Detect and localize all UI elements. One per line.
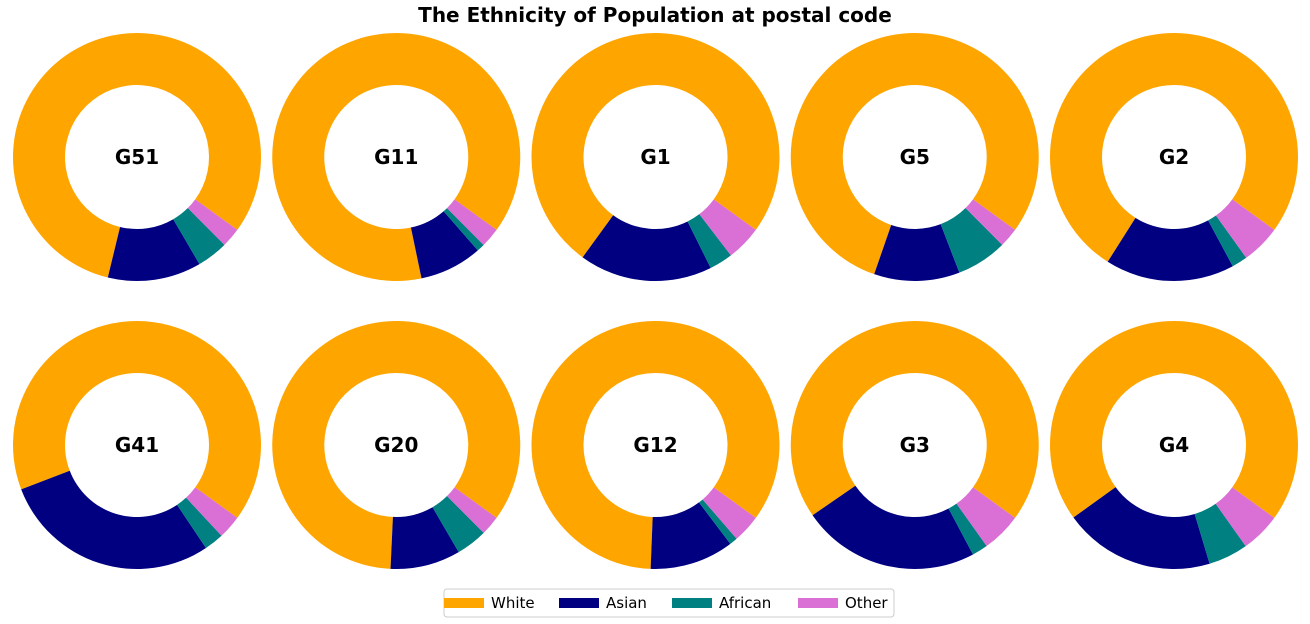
- donut-center-label: G20: [374, 433, 418, 457]
- donut-slice-G2-african: [1208, 215, 1247, 267]
- donut-slice-G2-other: [1215, 199, 1275, 258]
- legend-label-white: White: [491, 594, 535, 612]
- donut-slice-G51-white: [12, 32, 261, 278]
- donut-slice-G20-white: [272, 320, 521, 569]
- legend-swatch-african: [672, 598, 712, 608]
- donut-slice-G41-african: [177, 497, 222, 549]
- donut-slice-G1-asian: [582, 215, 711, 281]
- donut-slice-G5-asian: [874, 224, 960, 281]
- donut-slice-G2-asian: [1107, 217, 1233, 281]
- donut-slice-G12-asian: [650, 502, 731, 569]
- donut-slice-G20-asian: [390, 507, 459, 569]
- donut-slice-G1-white: [531, 32, 780, 258]
- donut-slice-G1-other: [699, 199, 756, 256]
- donut-slice-G4-asian: [1073, 487, 1210, 570]
- donut-slice-G41-asian: [21, 470, 206, 569]
- legend-label-other: Other: [845, 594, 888, 612]
- donut-slice-G11-asian: [410, 211, 478, 279]
- chart-title: The Ethnicity of Population at postal co…: [418, 3, 892, 27]
- donut-slice-G1-african: [687, 214, 731, 269]
- donut-slice-G3-asian: [812, 485, 974, 569]
- donut-center-label: G41: [115, 433, 159, 457]
- donut-slice-G12-african: [698, 499, 737, 544]
- donut-center-label: G2: [1159, 145, 1189, 169]
- donut-slice-G41-other: [186, 487, 238, 536]
- donut-charts: G51 G11 G1 G5 G2 G41 G20 G12 G3 G4: [12, 32, 1299, 570]
- donut-slice-G3-white: [790, 321, 1039, 518]
- donut-slice-G3-african: [948, 503, 987, 555]
- donut-center-label: G4: [1159, 433, 1189, 457]
- donut-slice-G11-white: [272, 32, 521, 281]
- donut-center-label: G1: [640, 145, 670, 169]
- donut-center-label: G51: [115, 145, 159, 169]
- donut-slice-G4-african: [1194, 503, 1246, 564]
- donut-center-label: G3: [900, 433, 930, 457]
- donut-slice-G5-african: [940, 208, 1003, 273]
- donut-slice-G20-other: [447, 487, 497, 533]
- donut-center-label: G11: [374, 145, 418, 169]
- legend-swatch-other: [798, 598, 838, 608]
- legend: White Asian African Other: [443, 588, 895, 618]
- legend-label-african: African: [719, 594, 771, 612]
- donut-slice-G4-white: [1050, 321, 1299, 518]
- donut-slice-G4-other: [1215, 487, 1275, 547]
- donut-slice-G51-african: [173, 208, 225, 265]
- donut-slice-G5-white: [790, 33, 1039, 275]
- donut-slice-G2-white: [1050, 33, 1298, 262]
- donut-slice-G41-white: [12, 320, 262, 518]
- donut-center-label: G5: [900, 145, 930, 169]
- donut-slice-G20-african: [432, 496, 484, 553]
- legend-swatch-white: [444, 598, 484, 608]
- donut-slice-G12-other: [702, 487, 756, 539]
- legend-label-asian: Asian: [606, 594, 647, 612]
- legend-swatch-asian: [559, 598, 599, 608]
- donut-slice-G11-african: [443, 208, 484, 251]
- donut-slice-G51-asian: [107, 219, 200, 281]
- donut-center-label: G12: [633, 433, 677, 457]
- donut-slice-G5-other: [965, 199, 1016, 245]
- donut-slice-G3-other: [956, 487, 1016, 547]
- donut-slice-G12-white: [531, 321, 780, 569]
- donut-slice-G51-other: [187, 199, 238, 245]
- donut-slice-G11-other: [446, 199, 497, 245]
